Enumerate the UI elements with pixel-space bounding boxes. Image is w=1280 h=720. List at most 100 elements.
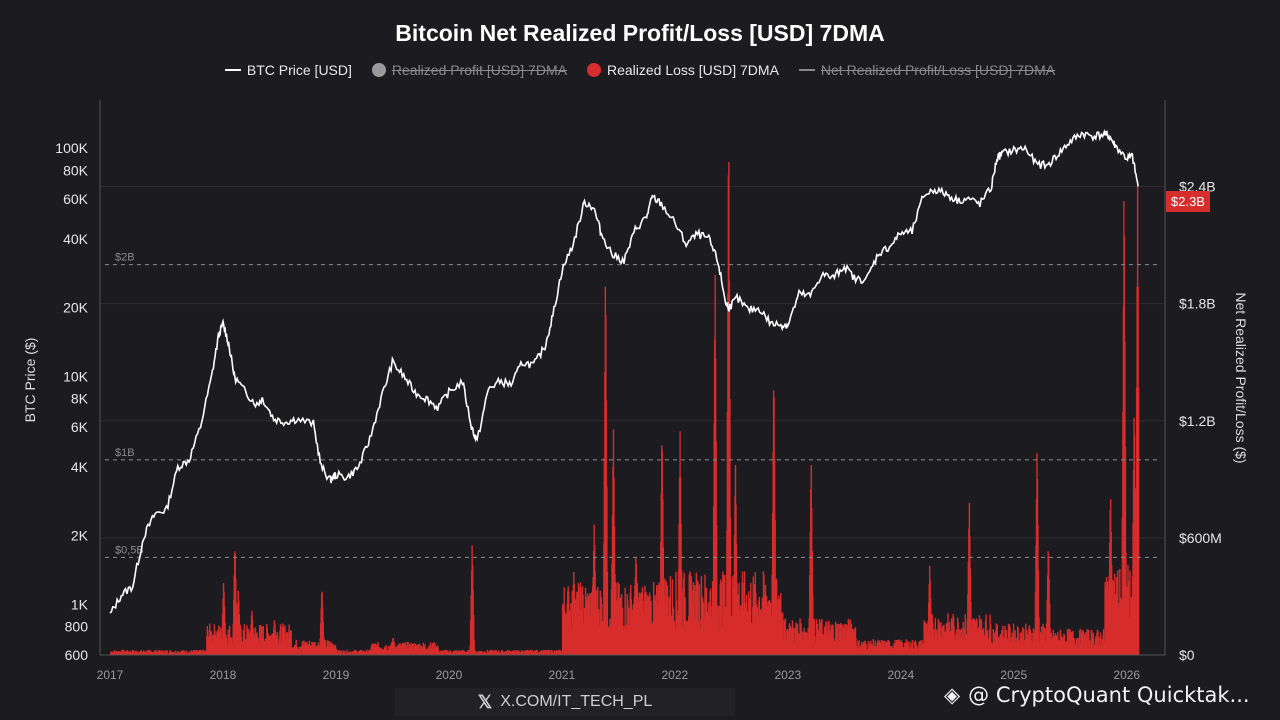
legend-item[interactable]: Realized Profit [USD] 7DMA: [371, 62, 567, 78]
realized-loss-bar: [641, 587, 644, 655]
realized-loss-bar: [285, 632, 288, 655]
realized-loss-bar: [994, 632, 996, 655]
realized-loss-bar: [720, 582, 722, 655]
realized-loss-bar: [650, 600, 652, 655]
realized-loss-bar: [577, 583, 580, 655]
realized-loss-bar: [681, 588, 683, 655]
y-right-tick-label: $2.4B: [1179, 179, 1216, 195]
realized-loss-bar: [538, 651, 540, 655]
legend-label: Realized Loss [USD] 7DMA: [606, 62, 779, 78]
realized-loss-bar: [789, 625, 792, 655]
realized-loss-bar: [541, 650, 543, 655]
realized-loss-bar: [745, 594, 748, 655]
y-right-tick-label: $600M: [1179, 530, 1222, 546]
realized-loss-bar: [420, 645, 423, 655]
x-tick-label: 2023: [774, 668, 801, 682]
realized-loss-bar: [346, 649, 348, 655]
realized-loss-bar: [416, 644, 418, 655]
legend-label: BTC Price [USD]: [246, 62, 352, 78]
cryptoquant-watermark: ◈ @ CryptoQuant Quicktak...: [944, 678, 1280, 712]
realized-loss-bar: [121, 649, 124, 655]
realized-loss-bar: [185, 650, 188, 655]
realized-loss-bar: [638, 592, 641, 655]
legend-item[interactable]: BTC Price [USD]: [224, 62, 352, 78]
legend-swatch: [586, 63, 601, 77]
realized-loss-bar: [1037, 571, 1040, 655]
realized-loss-bar: [295, 639, 297, 655]
realized-loss-bar: [472, 614, 475, 655]
realized-loss-bar: [536, 650, 538, 655]
y-left-tick-label: 10K: [63, 368, 89, 384]
realized-loss-bar: [908, 641, 910, 655]
chart-legend: BTC Price [USD] Realized Profit [USD] 7DM…: [0, 62, 1280, 78]
realized-loss-bar: [377, 641, 379, 655]
legend-item[interactable]: Realized Loss [USD] 7DMA: [586, 62, 779, 78]
x-handle-text: X.COM/IT_TECH_PL: [500, 693, 653, 710]
realized-loss-bar: [1038, 617, 1040, 655]
realized-loss-bar: [698, 584, 701, 655]
realized-loss-bar: [1043, 627, 1046, 655]
realized-loss-bar: [228, 625, 231, 655]
realized-loss-bar: [589, 593, 591, 655]
realized-loss-bar: [692, 582, 695, 655]
realized-loss-bar: [169, 650, 172, 655]
realized-loss-bar: [332, 643, 334, 655]
realized-loss-bar: [312, 642, 315, 655]
realized-loss-bar: [177, 651, 179, 655]
y-axis-left-label: BTC Price ($): [22, 337, 38, 423]
y-left-tick-label: 4K: [71, 459, 89, 475]
realized-loss-bar: [131, 650, 134, 655]
realized-loss-bar: [145, 650, 147, 655]
legend-item[interactable]: Net Realized Profit/Loss [USD] 7DMA: [798, 62, 1056, 78]
realized-loss-bar: [175, 650, 177, 655]
realized-loss-bar: [606, 571, 609, 655]
realized-loss-bar: [872, 639, 874, 655]
realized-loss-bar: [172, 651, 174, 655]
realized-loss-bar: [601, 603, 603, 655]
realized-loss-bar: [419, 645, 421, 655]
realized-loss-bar: [998, 636, 1000, 655]
realized-loss-bar: [179, 652, 182, 655]
realized-loss-bar: [850, 623, 853, 655]
realized-loss-bar: [1117, 570, 1119, 655]
realized-loss-bar: [431, 643, 434, 655]
realized-loss-bar: [1001, 629, 1003, 655]
realized-loss-bar: [724, 574, 726, 655]
realized-loss-bar: [1126, 586, 1128, 655]
y-right-tick-label: $1.8B: [1179, 296, 1216, 312]
realized-loss-bar: [389, 646, 391, 655]
y-left-tick-label: 800: [65, 618, 89, 634]
realized-loss-bar: [1083, 632, 1085, 655]
realized-loss-bar: [446, 650, 448, 655]
realized-loss-bar: [511, 650, 514, 655]
realized-loss-bar: [696, 579, 698, 655]
legend-label: Net Realized Profit/Loss [USD] 7DMA: [820, 62, 1056, 78]
realized-loss-bar: [360, 650, 363, 655]
realized-loss-bar: [717, 605, 719, 655]
realized-loss-bar: [497, 650, 500, 655]
realized-loss-bar: [647, 596, 650, 655]
realized-loss-bar: [338, 649, 340, 655]
realized-loss-bar: [343, 651, 346, 655]
realized-loss-bar: [646, 595, 649, 655]
cryptoquant-text: @ CryptoQuant Quicktak...: [968, 683, 1250, 707]
diamond-logo-icon: ◈: [944, 683, 961, 707]
realized-loss-bar: [812, 594, 814, 655]
realized-loss-bar: [799, 618, 801, 655]
realized-loss-bar: [729, 517, 732, 655]
realized-loss-bar: [356, 650, 358, 655]
realized-loss-bar: [531, 651, 534, 655]
realized-loss-bar: [959, 629, 961, 655]
x-tick-label: 2017: [97, 668, 124, 682]
x-tick-label: 2018: [210, 668, 237, 682]
realized-loss-bar: [280, 626, 282, 655]
realized-loss-bar: [669, 575, 672, 655]
realized-loss-bar: [1114, 573, 1116, 655]
realized-loss-bar: [582, 594, 584, 655]
realized-loss-bar: [165, 650, 167, 655]
realized-loss-bar: [788, 623, 791, 655]
realized-loss-bar: [1124, 447, 1127, 655]
legend-label: Realized Profit [USD] 7DMA: [391, 62, 567, 78]
realized-loss-bar: [1119, 569, 1121, 655]
realized-loss-bar: [441, 650, 444, 655]
